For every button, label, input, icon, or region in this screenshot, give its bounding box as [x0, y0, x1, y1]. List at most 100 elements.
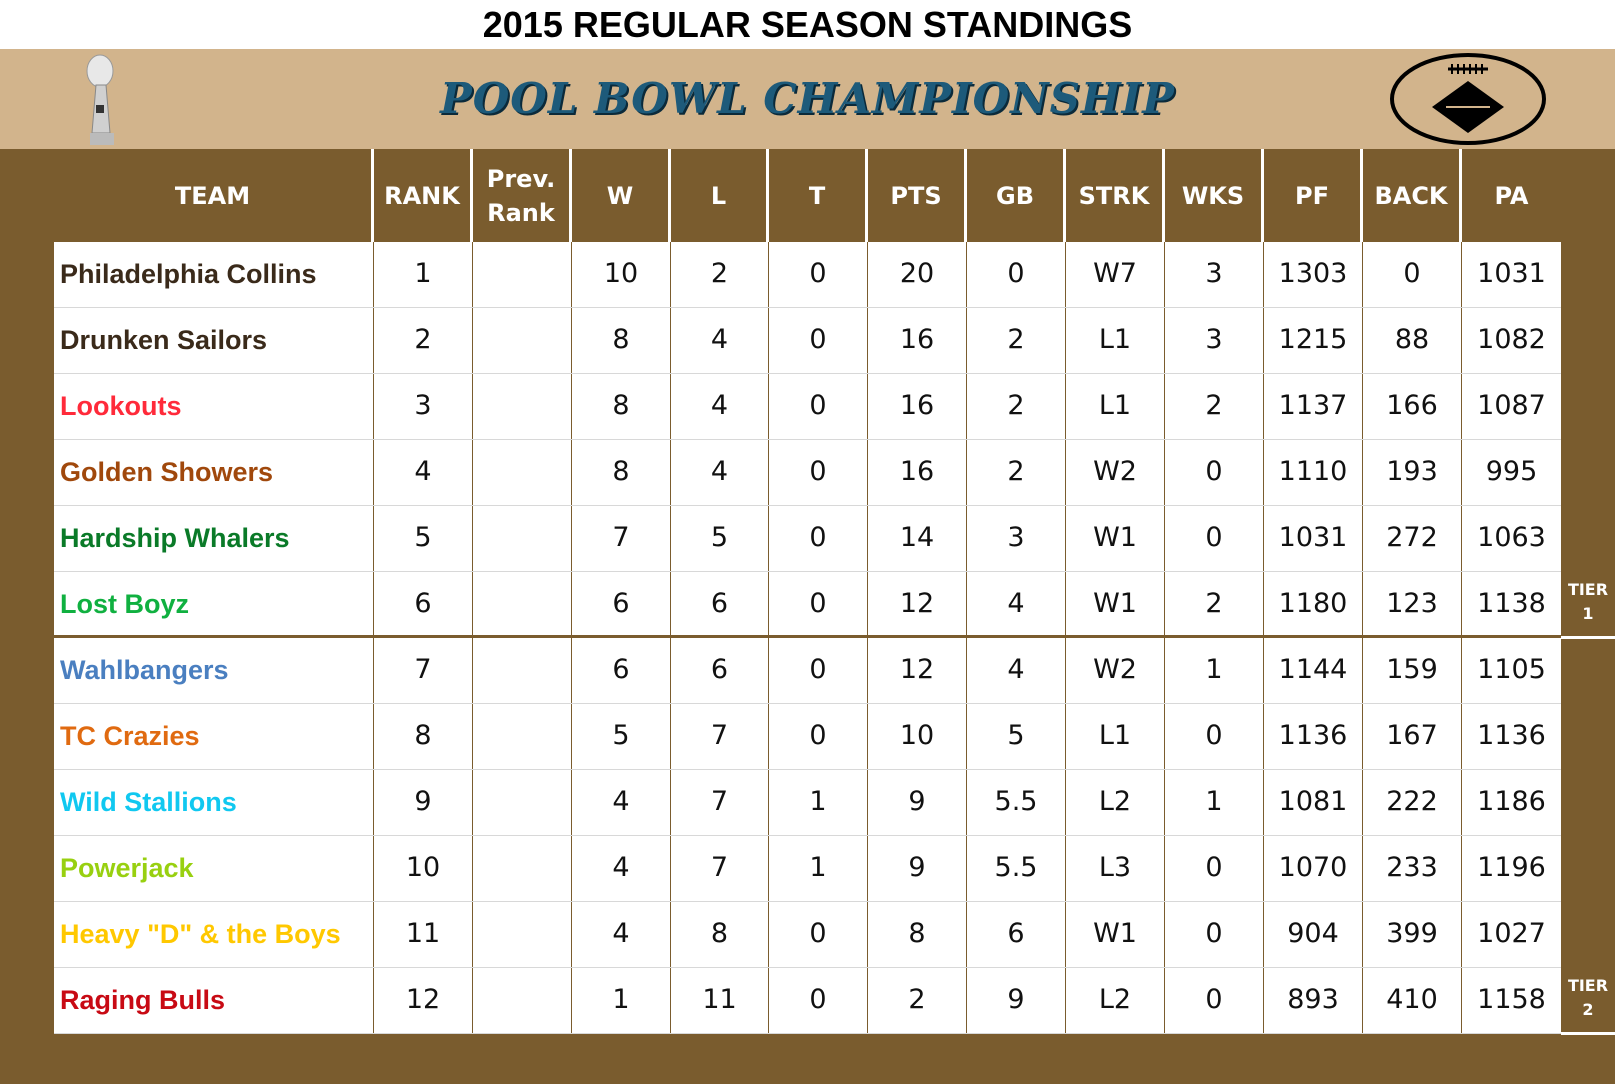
cell-pts: 16	[868, 308, 967, 373]
old-school-football-logo	[1390, 53, 1546, 145]
table-row: Powerjack 10 4 7 1 9 5.5 L3 0 1070 233 1196	[54, 836, 1561, 902]
cell-pf: 1215	[1264, 308, 1363, 373]
cell-w: 4	[572, 770, 671, 835]
cell-prev-rank	[473, 242, 572, 307]
team-name: Lookouts	[54, 374, 374, 439]
cell-rank: 8	[374, 704, 473, 769]
column-header: RANK	[374, 149, 473, 242]
table-row: Golden Showers 4 8 4 0 16 2 W2 0 1110 193 995	[54, 440, 1561, 506]
cell-strk: W1	[1066, 506, 1165, 571]
cell-w: 5	[572, 704, 671, 769]
cell-pf: 1144	[1264, 638, 1363, 703]
cell-strk: W7	[1066, 242, 1165, 307]
cell-pts: 16	[868, 374, 967, 439]
team-name: Wild Stallions	[54, 770, 374, 835]
tier-divider	[1561, 636, 1615, 639]
cell-back: 399	[1363, 902, 1462, 967]
team-name: Drunken Sailors	[54, 308, 374, 373]
cell-pts: 16	[868, 440, 967, 505]
cell-rank: 9	[374, 770, 473, 835]
team-name: Powerjack	[54, 836, 374, 901]
cell-pf: 1180	[1264, 572, 1363, 635]
cell-prev-rank	[473, 308, 572, 373]
cell-prev-rank	[473, 968, 572, 1033]
cell-wks: 0	[1165, 902, 1264, 967]
cell-back: 410	[1363, 968, 1462, 1033]
cell-t: 0	[769, 506, 868, 571]
cell-w: 4	[572, 902, 671, 967]
cell-pf: 1031	[1264, 506, 1363, 571]
tier-1-label: TIER 1	[1567, 580, 1609, 623]
cell-prev-rank	[473, 374, 572, 439]
cell-t: 0	[769, 572, 868, 635]
table-row: Drunken Sailors 2 8 4 0 16 2 L1 3 1215 88 1082	[54, 308, 1561, 374]
cell-pa: 1186	[1477, 786, 1546, 817]
cell-prev-rank	[473, 506, 572, 571]
standings-table: Philadelphia Collins 1 10 2 0 20 0 W7 3 1303 0 1031…	[54, 242, 1561, 1034]
page-title: 2015 REGULAR SEASON STANDINGS	[0, 0, 1615, 49]
cell-l: 7	[671, 836, 769, 901]
cell-l: 7	[671, 704, 769, 769]
cell-strk: W2	[1066, 440, 1165, 505]
cell-l: 4	[671, 374, 769, 439]
cell-pf: 893	[1264, 968, 1363, 1033]
cell-wks: 0	[1165, 836, 1264, 901]
cell-prev-rank	[473, 572, 572, 635]
cell-gb: 5.5	[967, 836, 1066, 901]
cell-t: 0	[769, 902, 868, 967]
table-row: Lost Boyz 6 6 6 0 12 4 W1 2 1180 123 1138	[54, 572, 1561, 638]
cell-pf: 1303	[1264, 242, 1363, 307]
cell-t: 0	[769, 968, 868, 1033]
column-header: WKS	[1165, 149, 1264, 242]
cell-prev-rank	[473, 836, 572, 901]
cell-strk: W2	[1066, 638, 1165, 703]
cell-pts: 10	[868, 704, 967, 769]
column-header: TEAM	[54, 149, 374, 242]
cell-strk: L2	[1066, 770, 1165, 835]
cell-strk: W1	[1066, 572, 1165, 635]
cell-rank: 12	[374, 968, 473, 1033]
cell-pts: 12	[868, 638, 967, 703]
cell-pts: 9	[868, 836, 967, 901]
cell-gb: 2	[967, 440, 1066, 505]
cell-w: 8	[572, 308, 671, 373]
table-row: Lookouts 3 8 4 0 16 2 L1 2 1137 166 1087	[54, 374, 1561, 440]
cell-gb: 5.5	[967, 770, 1066, 835]
cell-pf: 1137	[1264, 374, 1363, 439]
cell-l: 5	[671, 506, 769, 571]
cell-strk: W1	[1066, 902, 1165, 967]
team-name: Lost Boyz	[54, 572, 374, 635]
cell-l: 4	[671, 440, 769, 505]
cell-rank: 11	[374, 902, 473, 967]
cell-pa: 1027	[1477, 918, 1546, 949]
column-header: L	[671, 149, 769, 242]
team-name: Heavy "D" & the Boys	[54, 902, 374, 967]
cell-l: 8	[671, 902, 769, 967]
cell-rank: 5	[374, 506, 473, 571]
cell-pf: 1081	[1264, 770, 1363, 835]
cell-back: 123	[1363, 572, 1462, 635]
column-header: T	[769, 149, 868, 242]
cell-t: 1	[769, 836, 868, 901]
cell-strk: L1	[1066, 374, 1165, 439]
cell-pa: 1082	[1477, 324, 1546, 355]
cell-rank: 1	[374, 242, 473, 307]
cell-pts: 2	[868, 968, 967, 1033]
column-header: STRK	[1066, 149, 1165, 242]
cell-rank: 3	[374, 374, 473, 439]
cell-w: 8	[572, 440, 671, 505]
cell-back: 167	[1363, 704, 1462, 769]
team-name: Philadelphia Collins	[54, 242, 374, 307]
cell-w: 8	[572, 374, 671, 439]
cell-back: 0	[1363, 242, 1462, 307]
team-name: Raging Bulls	[54, 968, 374, 1033]
cell-pa: 1031	[1477, 258, 1546, 289]
cell-strk: L1	[1066, 704, 1165, 769]
cell-wks: 1	[1165, 638, 1264, 703]
cell-l: 11	[671, 968, 769, 1033]
cell-pa: 1196	[1477, 852, 1546, 883]
cell-gb: 2	[967, 308, 1066, 373]
cell-gb: 2	[967, 374, 1066, 439]
cell-pf: 1136	[1264, 704, 1363, 769]
cell-t: 0	[769, 704, 868, 769]
